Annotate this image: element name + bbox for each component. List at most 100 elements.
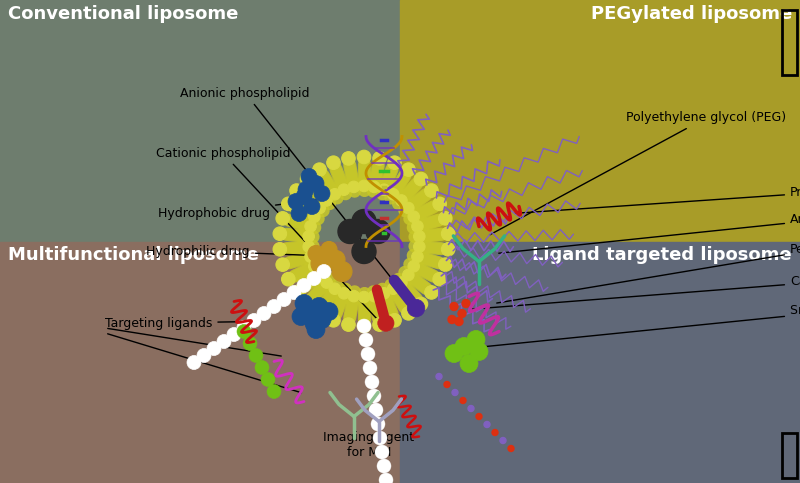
Circle shape <box>307 321 325 339</box>
Circle shape <box>484 422 490 427</box>
Circle shape <box>442 227 455 241</box>
Circle shape <box>261 372 275 386</box>
Circle shape <box>348 290 359 302</box>
Circle shape <box>367 389 381 403</box>
Text: Protein: Protein <box>514 186 800 213</box>
Circle shape <box>291 205 307 222</box>
Circle shape <box>320 302 338 321</box>
Circle shape <box>396 195 407 206</box>
Circle shape <box>369 290 380 302</box>
Circle shape <box>467 330 485 349</box>
Circle shape <box>309 211 320 223</box>
Circle shape <box>310 298 328 315</box>
Circle shape <box>414 297 428 311</box>
Circle shape <box>243 337 257 351</box>
Text: Carbohydrate: Carbohydrate <box>470 274 800 309</box>
Circle shape <box>359 333 373 347</box>
Circle shape <box>327 251 345 269</box>
Circle shape <box>412 251 423 262</box>
Circle shape <box>217 335 231 349</box>
Circle shape <box>414 230 425 242</box>
Circle shape <box>414 172 428 186</box>
Circle shape <box>301 169 317 185</box>
Circle shape <box>388 156 402 170</box>
Text: Antibody: Antibody <box>498 213 800 253</box>
Circle shape <box>187 355 201 369</box>
Circle shape <box>508 445 514 452</box>
Circle shape <box>425 285 438 299</box>
Circle shape <box>358 180 370 192</box>
Text: Polyethylene glycol (PEG): Polyethylene glycol (PEG) <box>490 112 786 235</box>
Circle shape <box>369 403 383 417</box>
Circle shape <box>436 373 442 380</box>
Circle shape <box>295 295 313 313</box>
Circle shape <box>273 242 286 256</box>
Circle shape <box>366 219 390 243</box>
Circle shape <box>290 285 303 299</box>
Circle shape <box>445 344 463 363</box>
Circle shape <box>303 241 314 253</box>
Circle shape <box>297 279 311 293</box>
Circle shape <box>468 406 474 412</box>
Circle shape <box>460 355 478 372</box>
Circle shape <box>361 347 375 361</box>
Circle shape <box>448 315 456 324</box>
Circle shape <box>227 327 241 341</box>
Circle shape <box>308 245 324 261</box>
Circle shape <box>287 285 301 299</box>
Circle shape <box>305 251 316 262</box>
Circle shape <box>363 361 377 375</box>
Circle shape <box>305 314 323 332</box>
Circle shape <box>326 156 340 170</box>
Circle shape <box>338 219 362 243</box>
Circle shape <box>378 315 394 331</box>
Circle shape <box>338 287 350 299</box>
Circle shape <box>396 277 407 288</box>
Circle shape <box>442 242 455 256</box>
Circle shape <box>197 349 211 363</box>
Circle shape <box>438 212 452 225</box>
Circle shape <box>313 311 331 328</box>
Circle shape <box>247 313 261 327</box>
Circle shape <box>433 272 446 286</box>
Circle shape <box>455 338 473 355</box>
Circle shape <box>342 318 355 331</box>
Circle shape <box>379 473 393 483</box>
Circle shape <box>276 212 290 225</box>
Circle shape <box>492 429 498 436</box>
Circle shape <box>282 197 295 211</box>
Circle shape <box>455 317 463 326</box>
Circle shape <box>378 184 390 196</box>
Circle shape <box>358 150 370 164</box>
Circle shape <box>314 269 326 281</box>
Circle shape <box>237 321 251 335</box>
Circle shape <box>321 242 337 257</box>
Circle shape <box>303 230 314 242</box>
Circle shape <box>402 269 414 281</box>
Circle shape <box>296 188 312 204</box>
Bar <box>400 0 800 242</box>
Circle shape <box>365 375 379 389</box>
Circle shape <box>267 299 281 313</box>
Circle shape <box>292 308 310 326</box>
Text: Ligand targeted liposome: Ligand targeted liposome <box>532 246 792 265</box>
Circle shape <box>500 438 506 443</box>
Text: Hydrophilic drug: Hydrophilic drug <box>146 244 336 257</box>
Text: Imaging agent
for MRI: Imaging agent for MRI <box>323 431 414 459</box>
Circle shape <box>408 211 419 223</box>
Bar <box>0 242 400 483</box>
Circle shape <box>375 445 389 459</box>
Circle shape <box>300 297 314 311</box>
Circle shape <box>267 384 281 398</box>
Circle shape <box>444 382 450 387</box>
Circle shape <box>378 287 390 299</box>
Circle shape <box>369 181 380 193</box>
Circle shape <box>425 184 438 198</box>
Circle shape <box>207 341 221 355</box>
Bar <box>782 10 797 75</box>
Circle shape <box>290 184 303 198</box>
Circle shape <box>377 459 391 473</box>
Circle shape <box>388 313 402 327</box>
Circle shape <box>373 431 387 445</box>
Circle shape <box>352 210 376 233</box>
